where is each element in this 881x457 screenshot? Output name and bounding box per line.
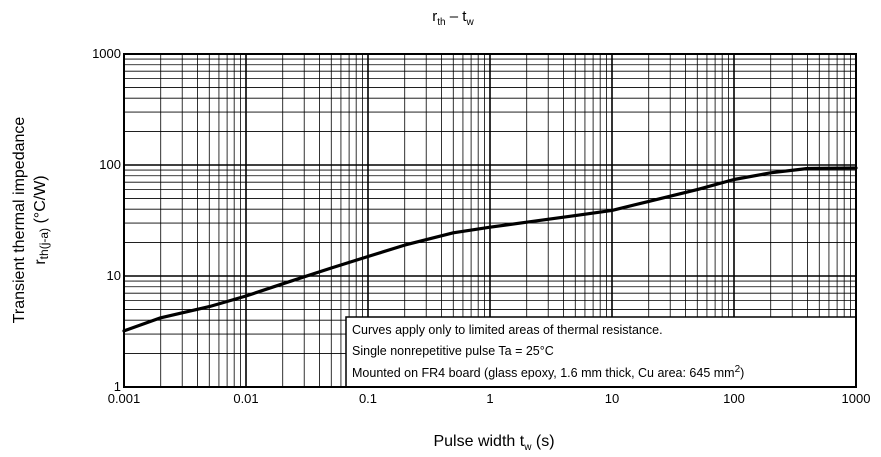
x-axis-label-sub: w <box>523 442 532 453</box>
y-axis-label-line-2: rth(j-a) (°C/W) <box>32 175 51 264</box>
annotation-line-3-suffix: ) <box>740 366 744 380</box>
y-axis-label-line-2-prefix: r <box>32 259 49 265</box>
title-main-sub: th <box>437 17 445 28</box>
x-tick-label: 1000 <box>842 391 871 406</box>
annotation-box: Curves apply only to limited areas of th… <box>345 316 857 388</box>
y-tick-label: 100 <box>99 157 121 172</box>
plot-frame <box>123 53 857 388</box>
title-dash-sub: w <box>465 17 474 28</box>
y-axis-label-line-2-suffix: (°C/W) <box>32 175 49 228</box>
title-dash: – t <box>446 8 468 25</box>
y-tick-label: 1 <box>114 379 121 394</box>
x-tick-label: 0.01 <box>233 391 258 406</box>
x-tick-label: 100 <box>723 391 745 406</box>
y-tick-label: 1000 <box>92 46 121 61</box>
grid <box>124 54 856 387</box>
annotation-line-3-sup: 2 <box>735 364 741 375</box>
series-line-0 <box>122 166 858 333</box>
y-axis-label: Transient thermal impedance rth(j-a) (°C… <box>11 117 51 324</box>
x-tick-labels: 0.001 0.01 0.1 1 10 100 1000 <box>108 391 871 406</box>
annotation-line-1: Curves apply only to limited areas of th… <box>352 323 663 337</box>
chart-title: rth – tw <box>432 8 474 28</box>
x-tick-label: 0.1 <box>359 391 377 406</box>
x-tick-label: 10 <box>605 391 619 406</box>
annotation-line-3-prefix: Mounted on FR4 board (glass epoxy, 1.6 m… <box>352 366 735 380</box>
y-tick-labels: 1 10 100 1000 <box>92 46 121 394</box>
annotation-background <box>345 316 857 388</box>
series-layer <box>122 166 858 333</box>
x-tick-label: 1 <box>486 391 493 406</box>
x-tick-label: 0.001 <box>108 391 141 406</box>
y-axis-label-line-1: Transient thermal impedance <box>11 117 28 324</box>
x-axis-label-prefix: Pulse width t <box>433 433 524 450</box>
y-axis-label-line-2-sub: th(j-a) <box>37 228 51 259</box>
annotation-line-3: Mounted on FR4 board (glass epoxy, 1.6 m… <box>352 364 744 380</box>
x-axis-label-suffix: (s) <box>531 433 554 450</box>
annotation-line-2: Single nonrepetitive pulse Ta = 25°C <box>352 344 554 358</box>
y-tick-label: 10 <box>107 268 121 283</box>
title-main: r <box>432 8 437 25</box>
x-axis-label: Pulse width tw (s) <box>433 433 554 453</box>
